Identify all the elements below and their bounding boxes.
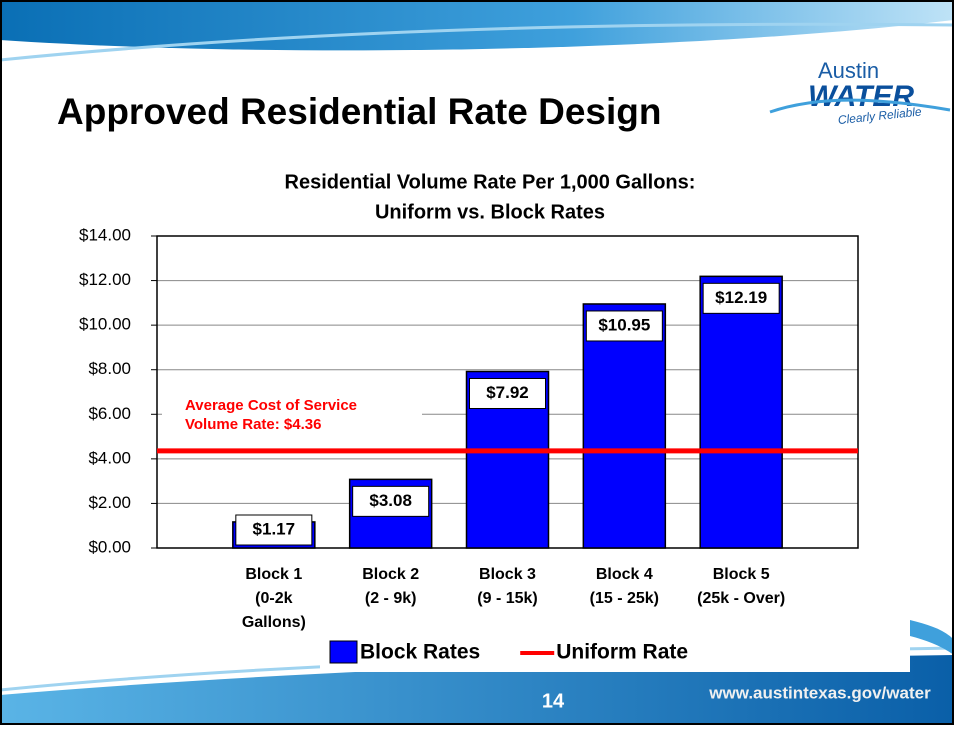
x-tick-label: (9 - 15k) (477, 590, 537, 607)
chart-title: Residential Volume Rate Per 1,000 Gallon… (285, 171, 696, 193)
x-tick-label: Block 1 (245, 566, 302, 583)
data-label-box (585, 310, 663, 342)
x-tick-label: (15 - 25k) (590, 590, 659, 607)
legend-label: Uniform Rate (556, 641, 688, 664)
data-label: $7.92 (486, 383, 529, 402)
x-tick-label: (0-2k (255, 590, 292, 607)
legend-swatch (329, 640, 358, 664)
legend-label: Block Rates (360, 641, 480, 664)
top-band (0, 0, 954, 51)
data-label-box (235, 514, 313, 546)
logo-swoosh (769, 98, 951, 114)
bar (699, 275, 783, 549)
data-label: $3.08 (369, 491, 412, 510)
page-number: 14 (542, 690, 565, 712)
x-tick-label: Block 2 (362, 566, 419, 583)
x-tick-label: Block 5 (713, 566, 770, 583)
x-tick-label: Gallons) (242, 614, 306, 631)
data-label: $12.19 (715, 288, 767, 307)
top-swoosh (0, 22, 954, 62)
side-swoosh (910, 620, 954, 655)
y-tick-label: $12.00 (79, 270, 131, 289)
logo-text: Austin (818, 58, 879, 83)
bar (582, 303, 667, 549)
data-label: $10.95 (598, 315, 650, 334)
data-label: $1.17 (253, 519, 296, 538)
y-tick-label: $8.00 (88, 359, 131, 378)
x-tick-label: (25k - Over) (697, 590, 785, 607)
annotation: Average Cost of Service (185, 397, 357, 414)
data-label-box (469, 377, 546, 409)
url: www.austintexas.gov/water (708, 683, 931, 702)
y-tick-label: $6.00 (88, 404, 131, 423)
data-label-box (702, 282, 780, 314)
y-tick-label: $2.00 (88, 493, 131, 512)
x-tick-label: Block 4 (596, 566, 653, 583)
x-tick-label: Block 3 (479, 566, 536, 583)
bottom-band (0, 655, 954, 725)
logo-text: WATER (808, 80, 914, 113)
slide-title: Approved Residential Rate Design (57, 91, 661, 132)
y-tick-label: $4.00 (88, 448, 131, 467)
y-tick-label: $10.00 (79, 315, 131, 334)
x-tick-label: (2 - 9k) (365, 590, 417, 607)
chart-title: Uniform vs. Block Rates (375, 201, 605, 223)
legend-background (320, 632, 910, 672)
y-tick-label: $0.00 (88, 537, 131, 556)
annotation: Volume Rate: $4.36 (185, 416, 321, 433)
y-tick-label: $14.00 (79, 225, 131, 244)
data-label-box (352, 485, 430, 517)
annotation-background (162, 393, 422, 439)
